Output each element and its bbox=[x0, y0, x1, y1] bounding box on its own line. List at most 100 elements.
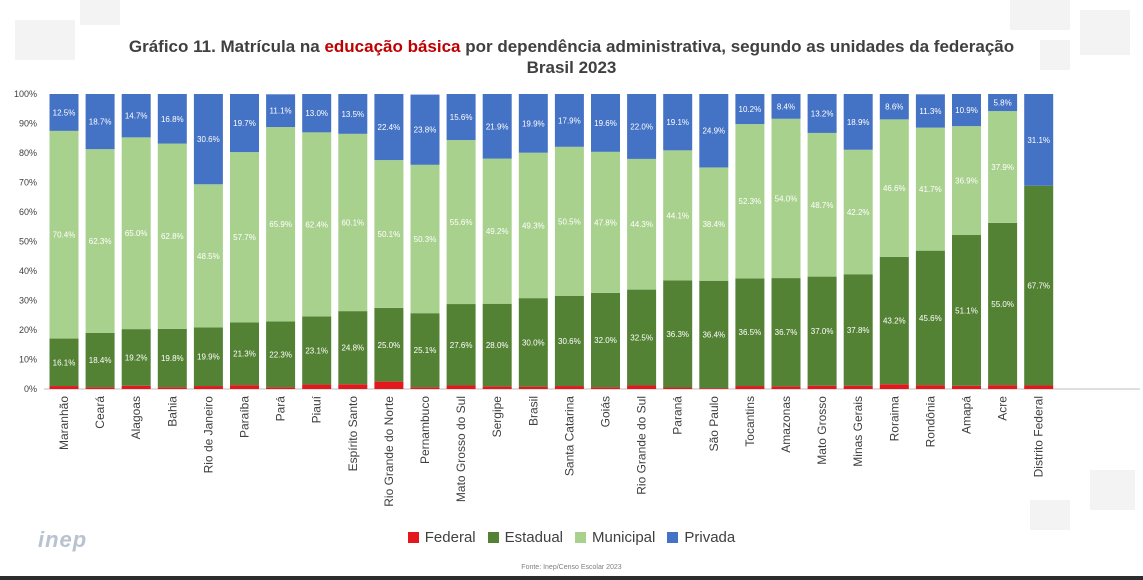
legend-label: Estadual bbox=[504, 529, 563, 546]
data-label-municipal: 47.8% bbox=[594, 218, 617, 227]
data-label-privada: 5.8% bbox=[993, 99, 1011, 108]
bar-segment-municipal bbox=[735, 124, 765, 279]
bar-segment-municipal bbox=[121, 137, 151, 330]
data-label-estadual: 24.8% bbox=[341, 344, 364, 353]
stacked-bar-chart: 0% 10% 20% 30% 40% 50% 60% 70% 80% 90% 100% 16.1% 70… bbox=[14, 89, 1140, 507]
bar-segment-federal bbox=[230, 385, 259, 389]
bar-segment-privada bbox=[988, 94, 1018, 112]
bar-segment-estadual bbox=[699, 280, 729, 389]
bar-segment-federal bbox=[121, 385, 151, 389]
bar-segment-estadual bbox=[988, 222, 1018, 386]
y-tick-label: 60% bbox=[19, 207, 37, 217]
data-label-estadual: 37.0% bbox=[811, 327, 834, 336]
legend-item-federal: Federal bbox=[407, 529, 476, 546]
data-label-privada: 10.2% bbox=[739, 105, 762, 114]
data-label-estadual: 16.1% bbox=[53, 358, 76, 367]
data-label-privada: 8.4% bbox=[777, 102, 795, 111]
x-category-label: São Paulo bbox=[707, 396, 721, 452]
bar-segment-municipal bbox=[879, 119, 909, 257]
legend-swatch bbox=[407, 532, 419, 543]
data-label-privada: 24.9% bbox=[702, 127, 725, 136]
data-label-estadual: 36.5% bbox=[739, 328, 762, 337]
data-label-municipal: 65.9% bbox=[269, 220, 292, 229]
y-tick-label: 10% bbox=[19, 355, 37, 365]
data-label-municipal: 70.4% bbox=[53, 231, 76, 240]
x-category-label: Mato Grosso bbox=[815, 396, 829, 465]
bar-segment-municipal bbox=[518, 152, 548, 299]
bar-segment-municipal bbox=[771, 118, 801, 279]
data-label-privada: 30.6% bbox=[197, 135, 220, 144]
inep-logo: inep bbox=[38, 527, 88, 552]
bottom-border bbox=[0, 576, 1143, 580]
bar-segment-municipal bbox=[410, 164, 440, 314]
data-label-municipal: 44.3% bbox=[630, 220, 653, 229]
bar-segment-estadual bbox=[554, 295, 584, 387]
legend-swatch bbox=[667, 532, 679, 543]
legend-label: Municipal bbox=[592, 529, 656, 546]
legend-swatch bbox=[487, 532, 499, 543]
bar-segment-federal bbox=[193, 386, 223, 389]
data-label-privada: 14.7% bbox=[125, 112, 148, 121]
y-tick-label: 50% bbox=[19, 237, 37, 247]
bar-segment-privada bbox=[518, 94, 548, 153]
data-label-municipal: 62.3% bbox=[89, 237, 112, 246]
y-tick-label: 90% bbox=[19, 119, 37, 129]
x-category-label: Rio Grande do Sul bbox=[635, 396, 649, 495]
bar-segment-estadual bbox=[302, 316, 332, 385]
data-label-estadual: 32.0% bbox=[594, 336, 617, 345]
data-label-municipal: 46.6% bbox=[883, 184, 906, 193]
bar-segment-federal bbox=[771, 386, 801, 389]
y-tick-label: 30% bbox=[19, 296, 37, 306]
bar-segment-federal bbox=[1024, 385, 1054, 389]
data-label-estadual: 25.0% bbox=[378, 341, 401, 350]
chart-legend: Federal Estadual Municipal Privada bbox=[0, 529, 1143, 547]
bar-segment-municipal bbox=[374, 160, 404, 308]
title-suffix: por dependência administrativa, segundo … bbox=[460, 37, 1015, 56]
bar-segment-estadual bbox=[266, 321, 296, 388]
bar-segment-estadual bbox=[338, 311, 368, 385]
data-label-municipal: 60.1% bbox=[341, 218, 364, 227]
bar-segment-estadual bbox=[735, 278, 765, 387]
bar-segment-federal bbox=[266, 387, 296, 389]
legend-label: Federal bbox=[424, 529, 476, 546]
data-label-municipal: 38.4% bbox=[702, 220, 725, 229]
bar-segment-estadual bbox=[121, 329, 151, 386]
bar-segment-municipal bbox=[85, 149, 115, 333]
bar-segment-municipal bbox=[843, 149, 873, 275]
bar-segment-federal bbox=[807, 385, 837, 389]
bar-segment-federal bbox=[879, 384, 909, 389]
data-label-municipal: 41.7% bbox=[919, 185, 942, 194]
bar-segment-privada bbox=[843, 94, 873, 150]
bar-segment-federal bbox=[591, 387, 620, 389]
data-label-estadual: 67.7% bbox=[1027, 282, 1050, 291]
bar-segment-privada bbox=[1024, 94, 1054, 186]
data-label-municipal: 52.3% bbox=[739, 197, 762, 206]
bar-segment-privada bbox=[915, 94, 945, 128]
data-label-estadual: 37.8% bbox=[847, 326, 870, 335]
bar-segment-estadual bbox=[157, 328, 187, 388]
title-highlight: educação básica bbox=[324, 37, 461, 56]
bar-segment-privada bbox=[699, 94, 729, 168]
bar-segment-estadual bbox=[915, 250, 945, 386]
data-label-privada: 23.8% bbox=[414, 126, 437, 135]
bar-segment-federal bbox=[663, 387, 693, 389]
data-label-estadual: 43.2% bbox=[883, 317, 906, 326]
bar-segment-estadual bbox=[49, 338, 79, 387]
data-label-estadual: 27.6% bbox=[450, 341, 473, 350]
bar-segment-privada bbox=[735, 94, 765, 125]
bar-segment-federal bbox=[699, 388, 729, 389]
x-category-label: Sergipe bbox=[490, 396, 504, 438]
data-label-estadual: 18.4% bbox=[89, 356, 112, 365]
data-label-municipal: 49.3% bbox=[522, 221, 545, 230]
x-category-label: Ceará bbox=[93, 396, 107, 429]
bar-segment-federal bbox=[85, 387, 115, 389]
x-category-label: Rio Grande do Norte bbox=[382, 396, 396, 507]
data-label-municipal: 55.6% bbox=[450, 218, 473, 227]
bar-segment-municipal bbox=[266, 127, 296, 322]
bar-segment-estadual bbox=[1024, 185, 1054, 386]
y-tick-label: 80% bbox=[19, 148, 37, 158]
bar-segment-municipal bbox=[338, 133, 368, 312]
bar-segment-estadual bbox=[446, 304, 476, 386]
bar-segment-estadual bbox=[627, 289, 657, 386]
data-label-estadual: 19.9% bbox=[197, 353, 220, 362]
